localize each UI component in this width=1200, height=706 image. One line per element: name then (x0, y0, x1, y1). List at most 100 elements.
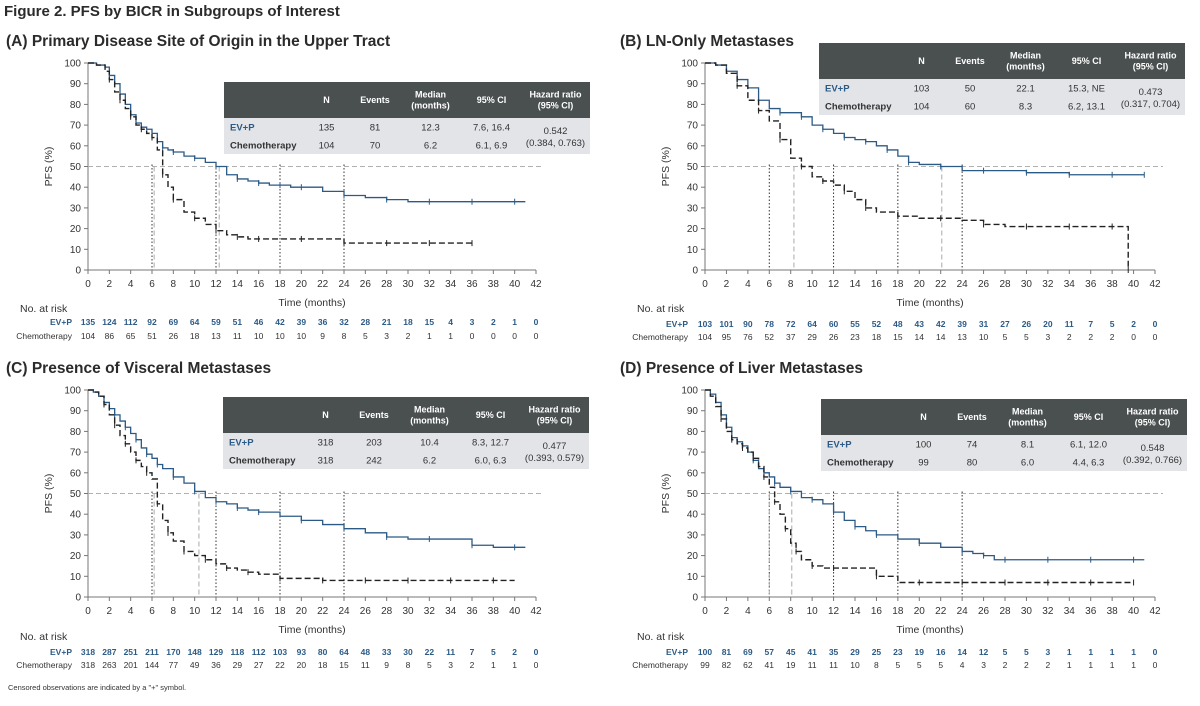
at-risk-chemo-value: 1 (427, 331, 432, 341)
at-risk-chemo-value: 5 (1024, 332, 1029, 342)
at-risk-chemo-value: 26 (169, 331, 179, 341)
at-risk-label-chemo: Chemotherapy (16, 660, 73, 670)
at-risk-chemo-value: 5 (938, 660, 943, 670)
table-row-label: EV+P (825, 84, 850, 95)
y-tick-label: 70 (70, 448, 82, 459)
at-risk-ev-value: 41 (807, 647, 817, 657)
x-tick-label: 26 (360, 606, 372, 617)
at-risk-chemo-value: 29 (233, 660, 243, 670)
table-row-label: Chemotherapy (230, 141, 297, 152)
x-tick-label: 2 (724, 606, 730, 617)
at-risk-chemo-value: 1 (1088, 660, 1093, 670)
x-tick-label: 0 (85, 279, 91, 290)
y-tick-label: 80 (70, 100, 82, 111)
table-header-cell: Events (955, 56, 985, 66)
table-cell: 104 (914, 102, 930, 113)
table-cell: 8.3, 12.7 (472, 438, 509, 449)
x-tick-label: 14 (849, 279, 861, 290)
at-risk-ev-value: 39 (957, 319, 967, 329)
table-header-cell: Hazard ratio (529, 90, 582, 100)
at-risk-chemo-value: 0 (470, 331, 475, 341)
table-cell: 50 (965, 84, 976, 95)
x-tick-label: 22 (935, 606, 947, 617)
table-cell: 6.2 (424, 141, 437, 152)
x-tick-label: 12 (828, 279, 840, 290)
y-tick-label: 0 (692, 266, 698, 277)
at-risk-ev-value: 14 (957, 647, 967, 657)
at-risk-chemo-value: 19 (786, 660, 796, 670)
at-risk-chemo-value: 15 (339, 660, 349, 670)
table-header-cell: (months) (410, 416, 449, 426)
y-tick-label: 90 (70, 406, 82, 417)
at-risk-ev-value: 43 (915, 319, 925, 329)
at-risk-ev-value: 0 (1153, 647, 1158, 657)
at-risk-chemo-value: 11 (233, 331, 242, 341)
y-tick-label: 20 (70, 224, 82, 235)
at-risk-ev-value: 45 (786, 647, 796, 657)
y-tick-label: 30 (70, 530, 82, 541)
at-risk-chemo-value: 18 (190, 331, 200, 341)
table-header-cell: (months) (1008, 418, 1047, 428)
table-cell: 103 (914, 84, 930, 95)
y-tick-label: 90 (687, 79, 699, 90)
table-cell: 70 (370, 141, 381, 152)
at-risk-ev-value: 211 (145, 647, 159, 657)
at-risk-ev-value: 135 (81, 317, 95, 327)
at-risk-chemo-value: 8 (406, 660, 411, 670)
table-header-bg (223, 397, 589, 433)
chemotherapy-curve (705, 389, 1134, 584)
at-risk-chemo-value: 9 (320, 331, 325, 341)
x-tick-label: 14 (232, 279, 244, 290)
at-risk-ev-value: 3 (470, 317, 475, 327)
x-tick-label: 16 (871, 279, 883, 290)
x-tick-label: 32 (424, 606, 436, 617)
y-tick-label: 30 (687, 530, 699, 541)
at-risk-ev-value: 19 (915, 647, 925, 657)
at-risk-ev-value: 0 (534, 317, 539, 327)
y-tick-label: 100 (681, 59, 698, 70)
y-tick-label: 40 (70, 510, 82, 521)
x-tick-label: 2 (107, 606, 113, 617)
x-tick-label: 42 (1149, 606, 1161, 617)
at-risk-chemo-value: 5 (895, 660, 900, 670)
x-tick-label: 28 (999, 606, 1011, 617)
x-tick-label: 34 (445, 606, 457, 617)
at-risk-ev-value: 78 (765, 319, 775, 329)
at-risk-chemo-value: 10 (275, 331, 285, 341)
at-risk-chemo-value: 10 (254, 331, 264, 341)
at-risk-chemo-value: 2 (1088, 332, 1093, 342)
table-header-cell: (95% CI) (537, 416, 573, 426)
at-risk-chemo-value: 3 (981, 660, 986, 670)
x-tick-label: 0 (702, 279, 708, 290)
y-tick-label: 10 (687, 245, 699, 256)
x-tick-label: 8 (171, 606, 177, 617)
x-tick-label: 10 (807, 606, 819, 617)
at-risk-ev-value: 12 (979, 647, 989, 657)
at-risk-ev-value: 93 (297, 647, 307, 657)
at-risk-chemo-value: 1 (512, 660, 517, 670)
x-tick-label: 20 (914, 606, 926, 617)
at-risk-chemo-value: 8 (874, 660, 879, 670)
at-risk-chemo-value: 22 (275, 660, 285, 670)
x-tick-label: 6 (149, 279, 155, 290)
y-tick-label: 10 (687, 572, 699, 583)
y-tick-label: 80 (70, 427, 82, 438)
panel-b: (B) LN-Only Metastases010203040506070809… (620, 33, 1185, 342)
at-risk-ev-value: 16 (936, 647, 946, 657)
at-risk-chemo-value: 3 (448, 660, 453, 670)
at-risk-chemo-value: 13 (211, 331, 221, 341)
x-tick-label: 0 (702, 606, 708, 617)
at-risk-ev-value: 64 (807, 319, 817, 329)
y-tick-label: 100 (64, 386, 81, 397)
x-tick-label: 8 (788, 279, 794, 290)
at-risk-chemo-value: 18 (318, 660, 328, 670)
at-risk-ev-value: 3 (1045, 647, 1050, 657)
table-cell: 60 (965, 102, 976, 113)
x-tick-label: 42 (530, 606, 542, 617)
x-tick-label: 18 (274, 606, 286, 617)
x-tick-label: 4 (745, 606, 751, 617)
at-risk-ev-value: 1 (512, 317, 517, 327)
at-risk-ev-value: 103 (698, 319, 712, 329)
x-tick-label: 10 (189, 606, 201, 617)
x-tick-label: 38 (488, 606, 500, 617)
